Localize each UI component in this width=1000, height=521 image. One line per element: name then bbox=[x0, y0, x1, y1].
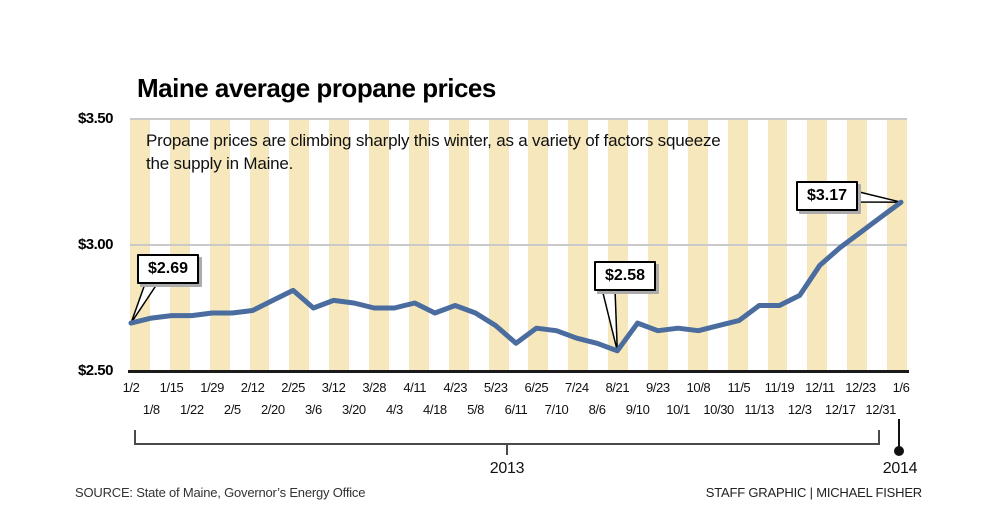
x-axis-label: 12/17 bbox=[824, 402, 856, 417]
x-axis-label: 4/18 bbox=[423, 402, 447, 417]
x-axis-label: 2/20 bbox=[260, 402, 285, 417]
year-label-2013: 2013 bbox=[489, 460, 525, 477]
x-axis-label: 1/2 bbox=[122, 380, 140, 395]
x-axis-label: 11/5 bbox=[727, 380, 751, 395]
x-axis-label: 9/10 bbox=[625, 402, 650, 417]
x-axis-label: 3/6 bbox=[304, 402, 322, 417]
chart-title: Maine average propane prices bbox=[137, 73, 496, 103]
y-axis-label-350: $3.50 bbox=[77, 110, 114, 127]
y-axis-label-300: $3.00 bbox=[77, 236, 114, 253]
x-axis-label: 6/25 bbox=[524, 380, 549, 395]
x-axis-label: 6/11 bbox=[504, 402, 528, 417]
y-axis-label-250: $2.50 bbox=[77, 362, 114, 379]
x-axis-label: 12/31 bbox=[865, 402, 896, 417]
x-axis-label: 1/15 bbox=[159, 380, 184, 395]
x-axis-label: 5/23 bbox=[483, 380, 508, 395]
x-axis-label: 11/13 bbox=[744, 402, 774, 417]
year-bracket-left-tick bbox=[134, 430, 136, 444]
x-axis-baseline bbox=[128, 370, 909, 373]
x-axis-label: 9/23 bbox=[645, 380, 670, 395]
x-axis-label: 1/29 bbox=[200, 380, 224, 395]
year-bracket-right-tick bbox=[878, 430, 880, 444]
gridline-3-00 bbox=[130, 244, 907, 246]
x-axis-label: 8/6 bbox=[588, 402, 606, 417]
year-2014-pointer-dot bbox=[894, 446, 904, 456]
staff-credit: STAFF GRAPHIC | MICHAEL FISHER bbox=[705, 485, 922, 500]
x-axis-label: 4/3 bbox=[385, 402, 403, 417]
source-note: SOURCE: State of Maine, Governor’s Energ… bbox=[75, 485, 366, 500]
price-callout-start: $2.69 bbox=[137, 254, 200, 284]
x-axis-label: 12/23 bbox=[845, 380, 876, 395]
x-axis-label: 5/8 bbox=[467, 402, 484, 417]
x-axis-label: 2/12 bbox=[240, 380, 265, 395]
x-axis-label: 2/25 bbox=[281, 380, 305, 395]
x-axis-label: 10/8 bbox=[686, 380, 711, 395]
gridline-3-50 bbox=[130, 118, 907, 120]
x-axis-label: 1/6 bbox=[892, 380, 910, 395]
x-axis-label: 4/11 bbox=[403, 380, 427, 395]
x-axis-label: 3/28 bbox=[362, 380, 387, 395]
x-axis-label: 10/1 bbox=[666, 402, 690, 417]
x-axis-label: 8/21 bbox=[605, 380, 630, 395]
x-axis-label: 3/20 bbox=[342, 402, 366, 417]
x-axis-label: 12/3 bbox=[787, 402, 812, 417]
x-axis-label: 1/22 bbox=[179, 402, 204, 417]
x-axis-label: 1/8 bbox=[142, 402, 160, 417]
x-axis-label: 11/19 bbox=[764, 380, 795, 395]
year-bracket-center-tick bbox=[506, 444, 508, 455]
x-axis-label: 4/23 bbox=[443, 380, 468, 395]
x-axis-label: 3/12 bbox=[321, 380, 346, 395]
x-axis-label: 2/5 bbox=[223, 402, 241, 417]
x-axis-label: 7/24 bbox=[564, 380, 589, 395]
year-2014-pointer-line bbox=[898, 419, 900, 450]
x-axis-label: 12/11 bbox=[805, 380, 835, 395]
year-label-2014: 2014 bbox=[882, 460, 918, 477]
price-callout-end: $3.17 bbox=[796, 181, 859, 211]
price-callout-low: $2.58 bbox=[594, 261, 657, 291]
chart-subtitle: Propane prices are climbing sharply this… bbox=[146, 131, 721, 173]
x-axis-label: 7/10 bbox=[544, 402, 569, 417]
x-axis-label: 10/30 bbox=[703, 402, 734, 417]
